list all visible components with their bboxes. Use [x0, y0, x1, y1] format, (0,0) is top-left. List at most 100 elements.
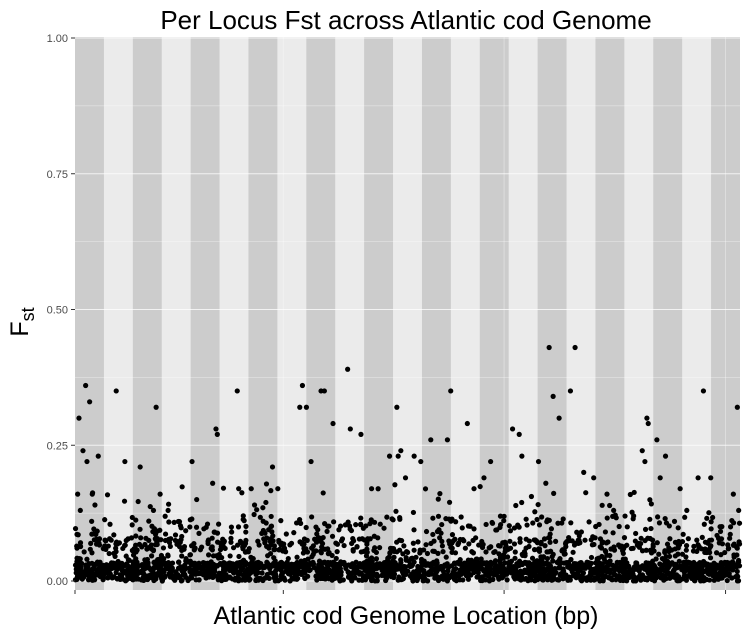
data-point [645, 420, 651, 427]
data-point [345, 569, 352, 575]
data-point [707, 555, 714, 561]
data-point [129, 522, 135, 528]
data-point [228, 535, 234, 541]
data-point [516, 524, 522, 530]
data-point [677, 563, 683, 569]
data-point [722, 549, 728, 556]
data-point [395, 453, 401, 459]
data-point [293, 520, 300, 526]
data-point [662, 515, 668, 522]
data-point [464, 569, 470, 575]
data-point [727, 524, 734, 530]
data-point [422, 486, 429, 492]
data-point [499, 573, 505, 579]
data-point [616, 523, 622, 530]
data-point [518, 577, 524, 583]
data-point [545, 575, 551, 581]
data-point [706, 510, 712, 516]
data-point [147, 503, 153, 510]
data-point [481, 475, 487, 481]
data-point [275, 578, 281, 584]
data-point [87, 399, 93, 405]
data-point [487, 566, 493, 572]
data-point [322, 546, 328, 552]
data-point [564, 538, 570, 545]
data-point [105, 575, 111, 581]
data-point [228, 524, 235, 530]
data-point [162, 513, 168, 519]
data-point [152, 572, 158, 578]
data-point [187, 552, 194, 558]
data-point [260, 505, 266, 511]
data-point [312, 536, 318, 542]
data-point [734, 404, 740, 410]
data-point [718, 552, 724, 558]
data-point [210, 480, 216, 486]
data-point [227, 553, 233, 559]
data-point [394, 539, 400, 545]
data-point [282, 548, 288, 554]
data-point [505, 546, 511, 552]
data-point [80, 448, 86, 454]
data-point [243, 537, 249, 544]
data-point [392, 482, 398, 488]
data-point [550, 551, 556, 557]
data-point [691, 559, 697, 566]
data-point [602, 529, 609, 535]
data-point [165, 507, 171, 514]
data-point [516, 569, 522, 575]
data-point [547, 539, 553, 545]
data-point [490, 576, 496, 583]
data-point [686, 560, 692, 566]
data-point [269, 529, 275, 535]
data-point [442, 572, 448, 578]
data-point [83, 563, 89, 569]
data-point [627, 491, 633, 498]
data-point [644, 415, 650, 421]
data-point [131, 546, 137, 552]
data-point [327, 560, 334, 566]
data-point [536, 546, 543, 552]
data-point [169, 560, 176, 566]
data-point [193, 524, 200, 530]
chromosome-band [595, 37, 625, 590]
data-point [234, 388, 240, 394]
data-point [189, 543, 195, 549]
data-point [166, 519, 172, 525]
data-point [613, 577, 619, 583]
data-point [318, 550, 324, 556]
data-point [459, 525, 465, 531]
data-point [107, 521, 113, 527]
data-point [142, 557, 148, 563]
data-point [557, 565, 563, 571]
y-tick-label: 0.75 [47, 169, 68, 181]
data-point [486, 545, 492, 551]
data-point [167, 574, 173, 580]
data-point [77, 561, 83, 567]
data-point [297, 563, 303, 569]
data-point [142, 541, 148, 548]
data-point [610, 530, 616, 536]
data-point [687, 570, 693, 576]
data-point [532, 509, 538, 515]
data-point [648, 501, 654, 507]
data-point [654, 573, 660, 580]
data-point [219, 572, 225, 578]
plot-panel [75, 37, 740, 590]
data-points [72, 344, 743, 584]
data-point [324, 528, 330, 535]
data-point [443, 554, 449, 560]
data-point [427, 563, 433, 569]
data-point [642, 537, 648, 544]
grid-lines [75, 37, 740, 590]
data-point [105, 543, 111, 549]
data-point [401, 543, 407, 549]
panel-background [75, 37, 740, 590]
data-point [713, 565, 719, 572]
data-point [197, 547, 203, 553]
data-point [354, 543, 360, 550]
data-point [556, 415, 562, 421]
data-point [709, 563, 715, 569]
data-point [511, 525, 518, 531]
chromosome-band [479, 37, 509, 590]
